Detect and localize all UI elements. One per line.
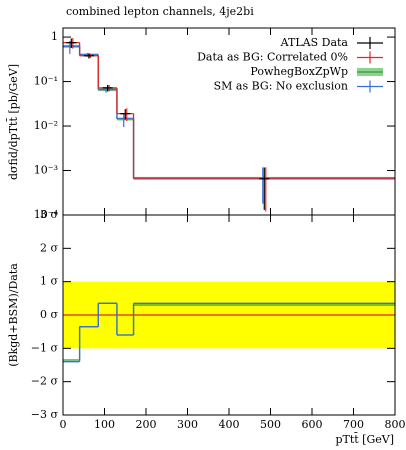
x-tick-label: 300 (177, 418, 198, 431)
y-tick-label: 1 (51, 30, 58, 43)
y-tick-label: −1 σ (31, 341, 59, 354)
y-axis-label: dσfid/dpTtt̄ [pb/GeV] (7, 64, 20, 180)
y-tick-label: 0 σ (40, 308, 58, 321)
chart-title: combined lepton channels, 4je2bi (66, 5, 254, 18)
x-tick-label: 0 (60, 418, 67, 431)
x-tick-label: 100 (94, 418, 115, 431)
x-tick-label: 800 (385, 418, 406, 431)
y-tick-label: −3 σ (31, 408, 59, 421)
y-tick-label: 10⁻³ (34, 164, 58, 177)
y-axis-label: (Bkgd+BSM)/Data (7, 263, 20, 367)
x-axis-label: pTtt̄ [GeV] (335, 433, 394, 446)
y-tick-label: 10⁻¹ (34, 75, 58, 88)
legend-label: Data as BG: Correlated 0% (197, 51, 348, 64)
y-tick-label: 10⁻⁴ (34, 208, 59, 221)
x-tick-label: 700 (343, 418, 364, 431)
y-tick-label: 1 σ (40, 275, 58, 288)
legend-label: SM as BG: No exclusion (214, 80, 348, 93)
legend-label: PowhegBoxZpWp (250, 65, 348, 78)
y-tick-label: 10⁻² (34, 119, 58, 132)
x-tick-label: 600 (302, 418, 323, 431)
legend-label: ATLAS Data (280, 36, 349, 49)
x-tick-label: 400 (219, 418, 240, 431)
plot-frame (62, 214, 396, 416)
y-tick-label: 2 σ (40, 241, 58, 254)
x-tick-label: 500 (260, 418, 281, 431)
y-tick-label: 3 σ (40, 208, 58, 221)
x-tick-label: 200 (136, 418, 157, 431)
y-tick-label: −2 σ (31, 375, 59, 388)
